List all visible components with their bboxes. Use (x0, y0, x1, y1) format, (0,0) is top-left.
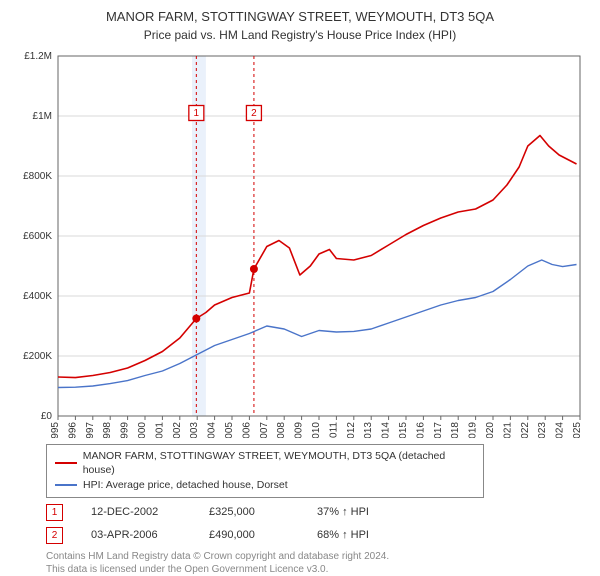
svg-text:2023: 2023 (537, 421, 548, 437)
svg-text:1: 1 (194, 108, 200, 119)
svg-text:2021: 2021 (502, 421, 513, 437)
svg-text:2025: 2025 (572, 421, 583, 437)
svg-text:2013: 2013 (363, 421, 374, 437)
svg-text:£0: £0 (41, 411, 53, 422)
svg-text:2005: 2005 (224, 421, 235, 437)
svg-text:2015: 2015 (398, 421, 409, 437)
svg-text:1996: 1996 (67, 421, 78, 437)
svg-text:2004: 2004 (207, 421, 218, 437)
footer-line2: This data is licensed under the Open Gov… (46, 563, 590, 576)
chart-area: £0 £200K £400K £600K £800K £1M £1.2M 1995 1996 19… (10, 48, 590, 438)
sale-price: £325,000 (209, 506, 289, 518)
sale-date: 12-DEC-2002 (91, 506, 181, 518)
svg-text:2000: 2000 (137, 421, 148, 437)
sale-marker-box: 2 (46, 527, 63, 544)
svg-text:2018: 2018 (450, 421, 461, 437)
svg-text:1999: 1999 (120, 421, 131, 437)
sale-price: £490,000 (209, 529, 289, 541)
svg-text:2003: 2003 (189, 421, 200, 437)
svg-text:2017: 2017 (433, 421, 444, 437)
svg-text:2006: 2006 (241, 421, 252, 437)
svg-text:2010: 2010 (311, 421, 322, 437)
svg-text:2011: 2011 (328, 421, 339, 437)
svg-text:1998: 1998 (102, 421, 113, 437)
legend: MANOR FARM, STOTTINGWAY STREET, WEYMOUTH… (46, 444, 484, 498)
svg-text:2020: 2020 (485, 421, 496, 437)
svg-text:£800K: £800K (23, 171, 52, 182)
legend-label: HPI: Average price, detached house, Dors… (83, 478, 288, 493)
legend-row: HPI: Average price, detached house, Dors… (55, 478, 475, 493)
svg-text:£400K: £400K (23, 291, 52, 302)
sale-date: 03-APR-2006 (91, 529, 181, 541)
svg-text:£1M: £1M (33, 111, 52, 122)
footer-line1: Contains HM Land Registry data © Crown c… (46, 550, 590, 563)
legend-swatch (55, 484, 77, 486)
svg-text:£1.2M: £1.2M (24, 51, 52, 62)
svg-text:£200K: £200K (23, 351, 52, 362)
sale-marker-box: 1 (46, 504, 63, 521)
legend-swatch (55, 462, 77, 464)
svg-text:£600K: £600K (23, 231, 52, 242)
svg-text:2009: 2009 (294, 421, 305, 437)
svg-text:2019: 2019 (468, 421, 479, 437)
svg-text:2012: 2012 (346, 421, 357, 437)
svg-text:2001: 2001 (154, 421, 165, 437)
sales-table: 1 12-DEC-2002 £325,000 37% ↑ HPI 2 03-APR-200… (46, 504, 590, 544)
chart-subtitle: Price paid vs. HM Land Registry's House … (10, 28, 590, 42)
svg-text:1995: 1995 (50, 421, 61, 437)
legend-row: MANOR FARM, STOTTINGWAY STREET, WEYMOUTH… (55, 449, 475, 478)
sale-row: 2 03-APR-2006 £490,000 68% ↑ HPI (46, 527, 590, 544)
svg-text:2008: 2008 (276, 421, 287, 437)
svg-text:2024: 2024 (555, 421, 566, 437)
footer: Contains HM Land Registry data © Crown c… (46, 550, 590, 576)
svg-text:2022: 2022 (520, 421, 531, 437)
sale-row: 1 12-DEC-2002 £325,000 37% ↑ HPI (46, 504, 590, 521)
sale-pct: 68% ↑ HPI (317, 529, 397, 541)
chart-title: MANOR FARM, STOTTINGWAY STREET, WEYMOUTH… (10, 8, 590, 26)
svg-text:2: 2 (251, 108, 257, 119)
svg-text:1997: 1997 (85, 421, 96, 437)
legend-label: MANOR FARM, STOTTINGWAY STREET, WEYMOUTH… (83, 449, 475, 478)
svg-text:2007: 2007 (259, 421, 270, 437)
sale-pct: 37% ↑ HPI (317, 506, 397, 518)
svg-text:2016: 2016 (415, 421, 426, 437)
svg-text:2002: 2002 (172, 421, 183, 437)
chart-container: MANOR FARM, STOTTINGWAY STREET, WEYMOUTH… (0, 0, 600, 560)
chart-svg: £0 £200K £400K £600K £800K £1M £1.2M 1995 1996 19… (10, 48, 590, 438)
svg-text:2014: 2014 (381, 421, 392, 437)
